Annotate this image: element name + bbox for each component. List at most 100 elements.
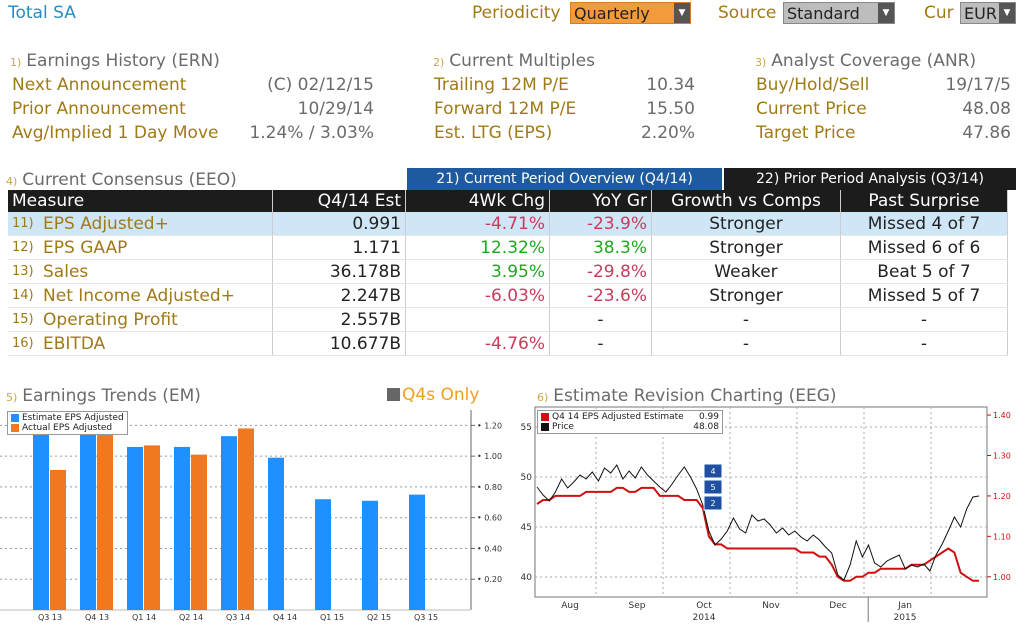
currency-label: Cur bbox=[924, 3, 954, 23]
consensus-header-row: Measure Q4/14 Est 4Wk Chg YoY Gr Growth … bbox=[8, 190, 1008, 212]
buy-hold-sell-label: Buy/Hold/Sell bbox=[756, 75, 870, 95]
current-price-value: 48.08 bbox=[962, 99, 1011, 119]
bar[interactable] bbox=[144, 445, 160, 610]
series-swatch bbox=[541, 422, 549, 431]
plot-frame bbox=[534, 406, 988, 598]
growth-value: Stronger bbox=[651, 283, 841, 308]
table-row[interactable]: 15) Operating Profit 2.557B - - - bbox=[8, 307, 1008, 332]
right-y-tick-label: 1.10 bbox=[993, 532, 1011, 541]
col-growth-vs-comps[interactable]: Growth vs Comps bbox=[651, 190, 841, 212]
target-price-label: Target Price bbox=[756, 123, 856, 143]
yoy-value: - bbox=[549, 307, 652, 332]
currency-dropdown[interactable]: EUR ▼ bbox=[960, 2, 1016, 24]
q4s-only-toggle[interactable]: Q4s Only bbox=[387, 385, 479, 405]
bar[interactable] bbox=[50, 470, 66, 610]
next-announcement-label: Next Announcement bbox=[12, 75, 187, 95]
bar[interactable] bbox=[97, 419, 113, 610]
surprise-value: Missed 6 of 6 bbox=[840, 235, 1008, 260]
next-announcement-value: (C) 02/12/15 bbox=[267, 75, 374, 95]
security-title: Total SA bbox=[8, 3, 76, 23]
trailing-pe-value: 10.34 bbox=[646, 75, 695, 95]
table-row[interactable]: 12) EPS GAAP 1.171 12.32% 38.3% Stronger… bbox=[8, 235, 1008, 260]
right-y-tick-label: 1.20 bbox=[993, 492, 1011, 501]
bar[interactable] bbox=[315, 499, 331, 610]
col-est[interactable]: Q4/14 Est bbox=[272, 190, 406, 212]
bar[interactable] bbox=[174, 446, 190, 610]
bar[interactable] bbox=[268, 457, 284, 610]
y-tick-label: • 0.40 bbox=[477, 544, 502, 553]
event-marker[interactable] bbox=[703, 495, 723, 511]
col-4wk-chg[interactable]: 4Wk Chg bbox=[405, 190, 550, 212]
measure-name[interactable]: EPS Adjusted+ bbox=[39, 212, 274, 236]
avg-implied-move-value: 1.24% / 3.03% bbox=[249, 123, 374, 143]
chg-value: 3.95% bbox=[405, 259, 550, 284]
event-marker[interactable] bbox=[703, 479, 723, 495]
measure-name[interactable]: EBITDA bbox=[39, 331, 274, 356]
right-y-tick-label: 1.00 bbox=[993, 573, 1011, 582]
yoy-value: -29.8% bbox=[549, 259, 652, 284]
left-y-tick-label: 40 bbox=[521, 573, 533, 583]
revision-chart-legend: Q4 14 EPS Adjusted Estimate 0.99 Price 4… bbox=[537, 410, 723, 434]
y-tick-label: • 1.00 bbox=[477, 452, 502, 461]
bar[interactable] bbox=[362, 500, 378, 610]
row-number: 16) bbox=[8, 331, 40, 356]
earnings-trends-chart[interactable]: • 1.20 • 1.00 • 0.80 • 0.60 • 0.40 • 0.20 Q3 … bbox=[0, 406, 510, 624]
bar[interactable] bbox=[191, 454, 207, 610]
x-tick-label: Q2 14 bbox=[179, 613, 203, 622]
col-measure[interactable]: Measure bbox=[8, 190, 273, 212]
analyst-coverage-header[interactable]: 3) Analyst Coverage (ANR) bbox=[755, 51, 977, 71]
measure-name[interactable]: Sales bbox=[39, 259, 274, 284]
row-number: 12) bbox=[8, 235, 40, 260]
x-tick-label: Jan bbox=[897, 601, 912, 611]
bar[interactable] bbox=[127, 446, 143, 610]
periodicity-label: Periodicity bbox=[472, 3, 561, 23]
x-tick-label: Q4 14 bbox=[273, 613, 297, 622]
chg-value bbox=[405, 307, 550, 332]
est-ltg-label: Est. LTG (EPS) bbox=[434, 123, 553, 143]
col-yoy-gr[interactable]: YoY Gr bbox=[549, 190, 652, 212]
table-row[interactable]: 16) EBITDA 10.677B -4.76% - - - bbox=[8, 331, 1008, 356]
est-value: 36.178B bbox=[272, 259, 406, 284]
estimate-series-line bbox=[536, 486, 979, 582]
prior-announcement-value: 10/29/14 bbox=[297, 99, 374, 119]
earnings-history-header[interactable]: 1) Earnings History (ERN) bbox=[10, 51, 220, 71]
table-row[interactable]: 11) EPS Adjusted+ 0.991 -4.71% -23.9% St… bbox=[8, 212, 1008, 236]
bar[interactable] bbox=[238, 428, 254, 610]
measure-name[interactable]: EPS GAAP bbox=[39, 235, 274, 260]
target-price-value: 47.86 bbox=[962, 123, 1011, 143]
event-marker[interactable] bbox=[703, 463, 723, 479]
legend-series-label: Actual EPS Adjusted bbox=[22, 423, 113, 433]
legend-series-value: 48.08 bbox=[693, 422, 719, 432]
yoy-value: 38.3% bbox=[549, 235, 652, 260]
table-row[interactable]: 14) Net Income Adjusted+ 2.247B -6.03% -… bbox=[8, 283, 1008, 308]
legend-series-label: Q4 14 EPS Adjusted Estimate bbox=[552, 412, 684, 422]
legend-series-value: 0.99 bbox=[698, 412, 719, 422]
earnings-trends-header[interactable]: 5) Earnings Trends (EM) bbox=[6, 386, 201, 406]
current-consensus-header[interactable]: 4) Current Consensus (EEO) bbox=[6, 170, 237, 190]
prior-announcement-label: Prior Announcement bbox=[12, 99, 186, 119]
tab-prior-period-analysis[interactable]: 22) Prior Period Analysis (Q3/14) bbox=[724, 168, 1016, 190]
source-dropdown[interactable]: Standard ▼ bbox=[783, 2, 895, 24]
left-y-tick-label: 50 bbox=[521, 473, 533, 483]
periodicity-dropdown[interactable]: Quarterly ▼ bbox=[570, 2, 691, 24]
surprise-value: Beat 5 of 7 bbox=[840, 259, 1008, 284]
col-past-surprise[interactable]: Past Surprise bbox=[840, 190, 1008, 212]
y-tick-label: • 0.80 bbox=[477, 483, 502, 492]
measure-name[interactable]: Net Income Adjusted+ bbox=[39, 283, 274, 308]
tab-current-period-overview[interactable]: 21) Current Period Overview (Q4/14) bbox=[407, 168, 722, 190]
surprise-value: Missed 5 of 7 bbox=[840, 283, 1008, 308]
x-tick-label: Aug bbox=[561, 601, 579, 611]
bar[interactable] bbox=[80, 419, 96, 610]
bar[interactable] bbox=[221, 436, 237, 610]
bar[interactable] bbox=[409, 494, 425, 610]
row-number: 14) bbox=[8, 283, 40, 308]
bar[interactable] bbox=[33, 413, 49, 610]
measure-name[interactable]: Operating Profit bbox=[39, 307, 274, 332]
revision-chart-header[interactable]: 6) Estimate Revision Charting (EEG) bbox=[537, 386, 837, 406]
table-row[interactable]: 13) Sales 36.178B 3.95% -29.8% Weaker Be… bbox=[8, 259, 1008, 284]
x-tick-label: Q3 14 bbox=[226, 613, 250, 622]
surprise-value: - bbox=[840, 307, 1008, 332]
current-multiples-header[interactable]: 2) Current Multiples bbox=[433, 51, 595, 71]
est-value: 2.247B bbox=[272, 283, 406, 308]
